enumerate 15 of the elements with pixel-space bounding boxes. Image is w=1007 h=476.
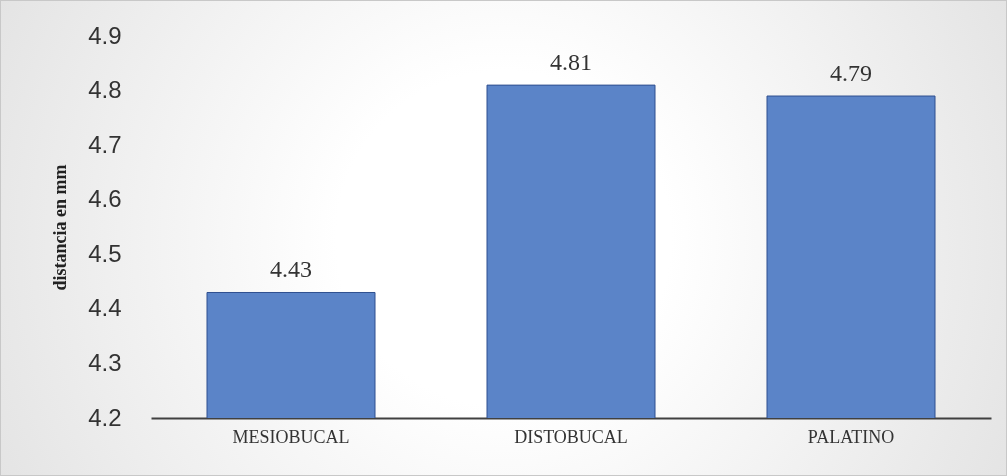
y-tick-label: 4.7: [88, 130, 122, 158]
data-label: 4.79: [830, 60, 872, 87]
y-tick-label: 4.4: [88, 294, 122, 322]
x-tick-label: MESIOBUCAL: [232, 426, 350, 447]
x-tick-label: DISTOBUCAL: [514, 426, 628, 447]
y-tick-label: 4.8: [88, 76, 122, 104]
y-tick-label: 4.9: [88, 21, 122, 49]
data-label: 4.43: [270, 256, 312, 283]
y-tick-label: 4.2: [88, 403, 122, 431]
data-label: 4.81: [550, 49, 592, 76]
x-tick-label: PALATINO: [807, 426, 895, 447]
y-tick-label: 4.3: [88, 348, 122, 376]
y-axis-title: distancia en mm: [50, 164, 71, 291]
y-tick-label: 4.5: [88, 239, 122, 267]
y-tick-label: 4.6: [88, 185, 122, 213]
